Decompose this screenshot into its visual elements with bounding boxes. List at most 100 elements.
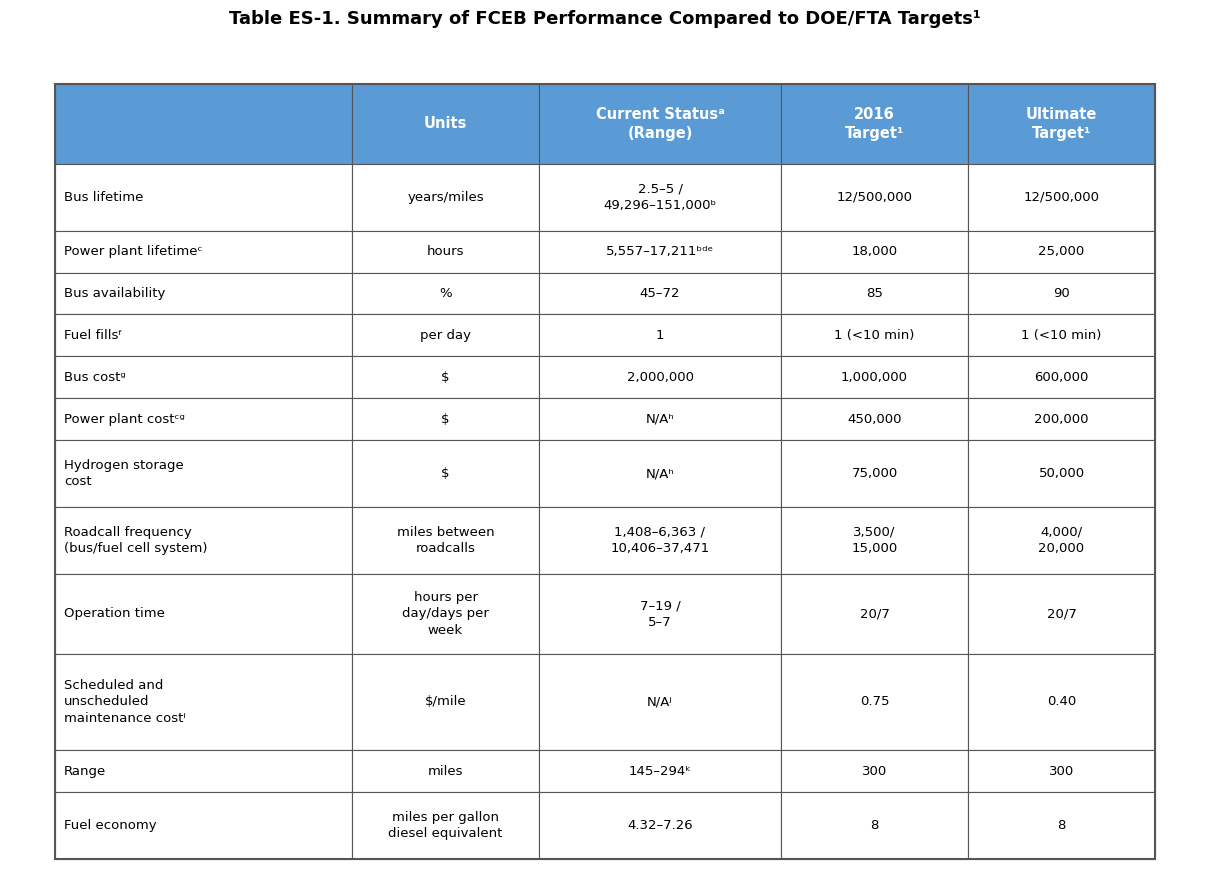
Text: 145–294ᵏ: 145–294ᵏ (628, 765, 691, 778)
Bar (55, 163, 352, 231)
Bar (55, 792, 352, 859)
Bar (539, 315, 781, 357)
Text: 12/500,000: 12/500,000 (1024, 191, 1100, 204)
Bar (352, 231, 539, 273)
Text: Current Statusᵃ
(Range): Current Statusᵃ (Range) (596, 107, 725, 141)
Text: Units: Units (423, 116, 467, 131)
Text: 8: 8 (871, 819, 879, 832)
Bar (781, 315, 968, 357)
Text: N/Aʰ: N/Aʰ (645, 467, 674, 480)
Bar (968, 574, 1155, 654)
Bar (539, 84, 781, 163)
Text: 12/500,000: 12/500,000 (837, 191, 913, 204)
Text: 5,557–17,211ᵇᵈᵉ: 5,557–17,211ᵇᵈᵉ (605, 245, 714, 258)
Bar (55, 574, 352, 654)
Bar (968, 357, 1155, 399)
Bar (781, 750, 968, 792)
Bar (968, 440, 1155, 507)
Text: Power plant lifetimeᶜ: Power plant lifetimeᶜ (64, 245, 203, 258)
Bar (352, 315, 539, 357)
Text: years/miles: years/miles (408, 191, 484, 204)
Bar (781, 654, 968, 750)
Bar (55, 399, 352, 440)
Bar (55, 357, 352, 399)
Text: $: $ (441, 413, 450, 426)
Bar (781, 399, 968, 440)
Bar (781, 792, 968, 859)
Bar (539, 792, 781, 859)
Bar (352, 357, 539, 399)
Text: 8: 8 (1058, 819, 1066, 832)
Text: per day: per day (420, 329, 472, 342)
Bar (55, 750, 352, 792)
Text: %: % (439, 287, 452, 300)
Bar (781, 84, 968, 163)
Bar (352, 84, 539, 163)
Bar (968, 231, 1155, 273)
Text: 300: 300 (1049, 765, 1075, 778)
Text: Roadcall frequency
(bus/fuel cell system): Roadcall frequency (bus/fuel cell system… (64, 526, 207, 555)
Bar (55, 654, 352, 750)
Text: Bus lifetime: Bus lifetime (64, 191, 144, 204)
Text: 85: 85 (866, 287, 883, 300)
Text: 2,000,000: 2,000,000 (626, 371, 693, 384)
Text: $: $ (441, 371, 450, 384)
Bar (968, 507, 1155, 574)
Bar (539, 750, 781, 792)
Bar (968, 654, 1155, 750)
Text: 600,000: 600,000 (1035, 371, 1089, 384)
Bar (352, 507, 539, 574)
Bar (781, 163, 968, 231)
Bar (539, 440, 781, 507)
Text: 300: 300 (862, 765, 888, 778)
Text: Power plant costᶜᵍ: Power plant costᶜᵍ (64, 413, 185, 426)
Text: $: $ (441, 467, 450, 480)
Text: Range: Range (64, 765, 106, 778)
Text: 20/7: 20/7 (860, 607, 890, 621)
Text: 3,500/
15,000: 3,500/ 15,000 (851, 526, 897, 555)
Text: $/mile: $/mile (425, 696, 467, 709)
Text: 0.40: 0.40 (1047, 696, 1076, 709)
Bar (539, 654, 781, 750)
Text: 200,000: 200,000 (1035, 413, 1089, 426)
Text: hours per
day/days per
week: hours per day/days per week (402, 591, 488, 637)
Text: 1 (<10 min): 1 (<10 min) (835, 329, 914, 342)
Bar (539, 273, 781, 315)
Bar (968, 315, 1155, 357)
Text: 4.32–7.26: 4.32–7.26 (627, 819, 692, 832)
Bar (968, 750, 1155, 792)
Text: Hydrogen storage
cost: Hydrogen storage cost (64, 459, 183, 489)
Text: Fuel fillsᶠ: Fuel fillsᶠ (64, 329, 122, 342)
Text: Fuel economy: Fuel economy (64, 819, 157, 832)
Text: 45–72: 45–72 (639, 287, 680, 300)
Bar (352, 163, 539, 231)
Bar (781, 507, 968, 574)
Text: Ultimate
Target¹: Ultimate Target¹ (1026, 107, 1097, 141)
Bar (55, 84, 352, 163)
Bar (55, 231, 352, 273)
Bar (55, 273, 352, 315)
Text: 50,000: 50,000 (1038, 467, 1084, 480)
Text: Operation time: Operation time (64, 607, 165, 621)
Text: 1,000,000: 1,000,000 (841, 371, 908, 384)
Text: 1: 1 (656, 329, 665, 342)
Text: 450,000: 450,000 (848, 413, 902, 426)
Text: N/Aʲ: N/Aʲ (648, 696, 673, 709)
Bar (781, 231, 968, 273)
Bar (352, 792, 539, 859)
Text: 2.5–5 /
49,296–151,000ᵇ: 2.5–5 / 49,296–151,000ᵇ (603, 183, 716, 212)
Text: miles between
roadcalls: miles between roadcalls (397, 526, 494, 555)
Text: 7–19 /
5–7: 7–19 / 5–7 (639, 600, 680, 628)
Text: 1 (<10 min): 1 (<10 min) (1021, 329, 1102, 342)
Bar (781, 273, 968, 315)
Bar (781, 574, 968, 654)
Bar (539, 231, 781, 273)
Bar (55, 315, 352, 357)
Text: 0.75: 0.75 (860, 696, 889, 709)
Text: 18,000: 18,000 (851, 245, 897, 258)
Text: miles per gallon
diesel equivalent: miles per gallon diesel equivalent (388, 811, 503, 840)
Text: 90: 90 (1053, 287, 1070, 300)
Bar (55, 84, 1155, 859)
Text: Table ES-1. Summary of FCEB Performance Compared to DOE/FTA Targets¹: Table ES-1. Summary of FCEB Performance … (229, 10, 980, 28)
Text: Bus costᵍ: Bus costᵍ (64, 371, 125, 384)
